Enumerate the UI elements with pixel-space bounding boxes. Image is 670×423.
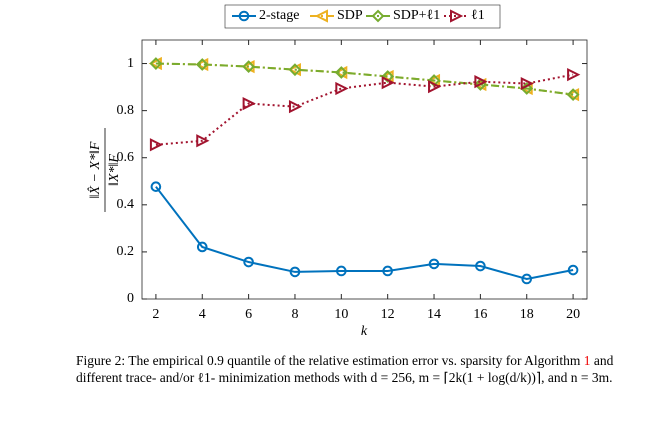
- legend-label: ℓ1: [471, 8, 485, 23]
- y-label-denominator: ‖X*‖F: [107, 154, 122, 186]
- x-tick-label: 2: [152, 307, 159, 322]
- x-tick-label: 4: [199, 307, 206, 322]
- x-tick-label: 12: [381, 307, 395, 322]
- legend-box: [224, 4, 501, 29]
- marker: [475, 260, 486, 272]
- x-tick-label: 10: [334, 307, 348, 322]
- chart: k ‖X̂ − X*‖F ‖X*‖F 00.20.40.60.812 4 6 8 10 1…: [87, 4, 588, 339]
- x-tick-label: 8: [291, 307, 298, 322]
- x-tick-label: 20: [566, 307, 580, 322]
- y-tick-label: 0.6: [117, 150, 135, 165]
- marker: [243, 256, 254, 268]
- marker: [242, 96, 256, 111]
- legend-label: SDP: [337, 8, 363, 23]
- y-label-numerator: ‖X̂ − X*‖F: [87, 141, 103, 198]
- marker: [242, 60, 256, 74]
- series-line: [155, 186, 574, 281]
- legend-marker: [371, 9, 385, 23]
- marker: [288, 63, 302, 77]
- y-tick-label: 0: [127, 291, 134, 306]
- marker: [428, 258, 440, 270]
- legend-marker: [450, 9, 464, 23]
- caption-text: and different trace- and/or ℓ1- minimiza…: [76, 353, 614, 385]
- x-tick-label: 16: [473, 307, 487, 322]
- x-tick-label: 18: [520, 307, 534, 322]
- x-tick-label: 14: [427, 307, 441, 322]
- marker: [428, 80, 442, 94]
- legend-label: 2-stage: [259, 8, 299, 23]
- series-line: [155, 62, 574, 96]
- y-tick-label: 0.8: [117, 103, 135, 118]
- legend-marker: [314, 9, 328, 23]
- marker: [336, 265, 347, 277]
- marker: [288, 100, 303, 114]
- marker: [149, 138, 164, 152]
- marker: [474, 75, 488, 89]
- y-tick-label: 1: [127, 56, 134, 71]
- series-line: [155, 73, 574, 146]
- marker: [566, 88, 580, 102]
- x-axis-label: k: [361, 324, 368, 339]
- marker: [567, 264, 579, 276]
- marker: [567, 67, 581, 82]
- marker: [289, 266, 301, 278]
- caption: Figure 2: The empirical 0.9 quantile of …: [76, 352, 616, 386]
- y-axis-label: ‖X̂ − X*‖F ‖X*‖F: [87, 128, 122, 212]
- axes-box: [141, 39, 588, 300]
- marker: [195, 58, 209, 71]
- y-tick-label: 0.2: [117, 244, 135, 259]
- marker: [196, 134, 210, 148]
- marker: [382, 265, 393, 277]
- x-tick-label: 6: [245, 307, 252, 322]
- marker: [196, 241, 208, 253]
- y-tick-label: 0.4: [117, 197, 135, 212]
- marker: [427, 74, 441, 87]
- legend-label: SDP+ℓ1: [393, 8, 440, 23]
- legend-marker: [238, 10, 250, 22]
- series-line: [155, 62, 574, 96]
- caption-text: Figure 2: The empirical 0.9 quantile of …: [76, 353, 584, 368]
- marker: [149, 57, 163, 70]
- marker: [334, 66, 348, 79]
- marker: [335, 81, 349, 96]
- marker: [520, 76, 534, 91]
- marker: [521, 273, 533, 285]
- marker: [381, 70, 395, 83]
- marker: [150, 181, 162, 192]
- marker: [381, 75, 395, 90]
- caption-ref[interactable]: 1: [583, 353, 591, 368]
